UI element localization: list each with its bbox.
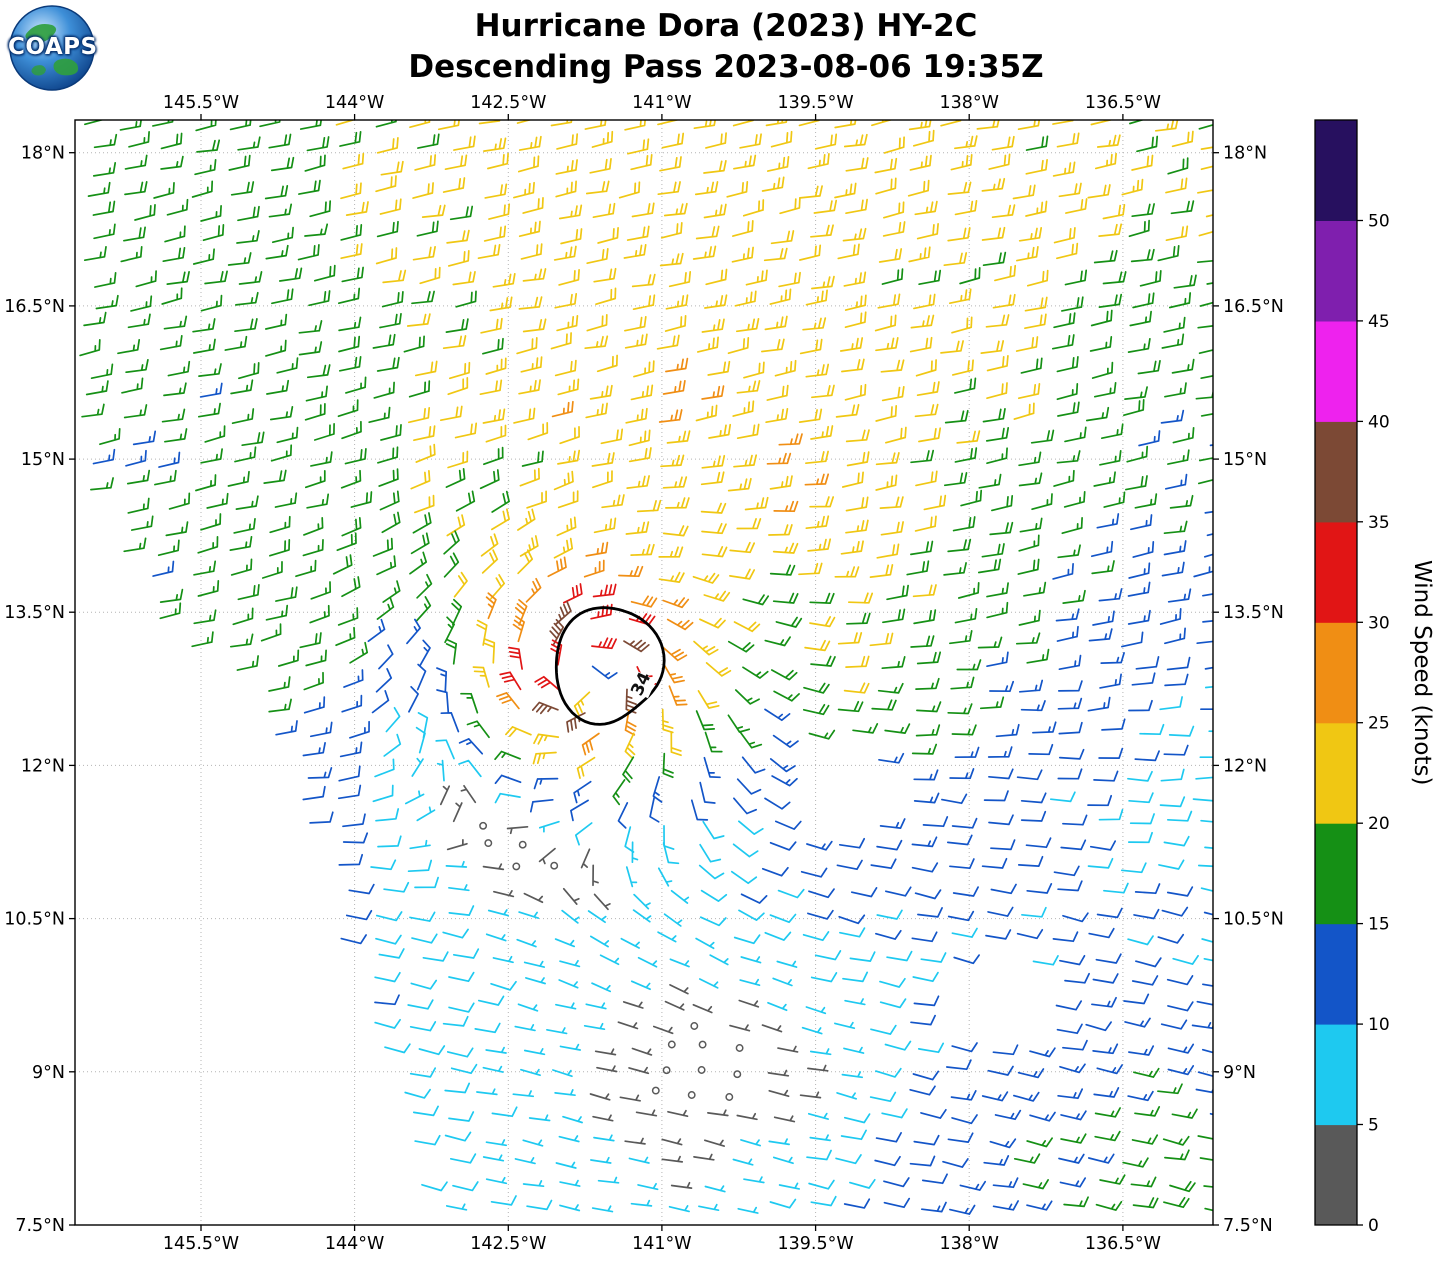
colorbar-label: Wind Speed (knots)	[1409, 559, 1435, 786]
colorbar-tick-label: 15	[1368, 915, 1390, 935]
y-tick-label-right: 7.5°N	[1223, 1216, 1273, 1236]
x-tick-label-bottom: 139.5°W	[778, 1234, 854, 1254]
y-tick-label-left: 15°N	[21, 450, 65, 470]
storm-34kt-contour: 34	[554, 606, 666, 726]
y-tick-label-right: 12°N	[1223, 756, 1267, 776]
colorbar-tick-label: 5	[1368, 1116, 1379, 1136]
x-tick-label-bottom: 142.5°W	[470, 1234, 546, 1254]
y-tick-label-right: 10.5°N	[1223, 910, 1284, 930]
x-tick-label-top: 138°W	[939, 93, 998, 113]
y-tick-label-left: 12°N	[21, 756, 65, 776]
y-tick-label-right: 9°N	[1223, 1063, 1256, 1083]
x-tick-label-top: 145.5°W	[163, 93, 239, 113]
wind-barbs-layer	[79, 120, 1213, 1215]
colorbar-tick-label: 50	[1368, 212, 1390, 232]
x-tick-label-bottom: 138°W	[939, 1234, 998, 1254]
colorbar-tick-label: 30	[1368, 613, 1390, 633]
colorbar-tick-label: 0	[1368, 1216, 1379, 1236]
colorbar-tick-label: 25	[1368, 714, 1390, 734]
colorbar: 0 5 10 15 20 25 30 35 40 45 50	[1314, 119, 1390, 1236]
colorbar-tick-label: 40	[1368, 412, 1390, 432]
x-tick-label-top: 142.5°W	[470, 93, 546, 113]
y-tick-label-right: 18°N	[1223, 144, 1267, 164]
y-tick-label-left: 10.5°N	[4, 910, 65, 930]
chart-subtitle: Descending Pass 2023-08-06 19:35Z	[408, 48, 1044, 85]
contour-label-34: 34	[624, 669, 657, 699]
y-tick-label-left: 13.5°N	[4, 603, 65, 623]
y-tick-label-right: 16.5°N	[1223, 297, 1284, 317]
x-tick-label-top: 139.5°W	[778, 93, 854, 113]
x-tick-label-bottom: 141°W	[632, 1234, 691, 1254]
colorbar-tick-label: 35	[1368, 513, 1390, 533]
chart-title: Hurricane Dora (2023) HY-2C	[474, 8, 978, 44]
y-tick-label-left: 9°N	[32, 1063, 65, 1083]
x-tick-label-top: 144°W	[325, 93, 384, 113]
coaps-logo-text: COAPS	[8, 34, 98, 60]
x-tick-label-top: 136.5°W	[1085, 93, 1161, 113]
y-tick-label-left: 7.5°N	[15, 1216, 65, 1236]
y-tick-label-right: 15°N	[1223, 450, 1267, 470]
coaps-logo: COAPS	[8, 4, 98, 92]
y-tick-label-left: 16.5°N	[4, 297, 65, 317]
y-tick-label-left: 18°N	[21, 144, 65, 164]
chart-header: Hurricane Dora (2023) HY-2C Descending P…	[26, 6, 1426, 88]
globe-icon	[9, 5, 95, 91]
x-tick-label-bottom: 144°W	[325, 1234, 384, 1254]
x-tick-label-top: 141°W	[632, 93, 691, 113]
axis-ticks-and-labels: 145.5°W 145.5°W 144°W 144°W 142.5°W 142.5°W 14…	[4, 93, 1284, 1254]
x-tick-label-bottom: 145.5°W	[163, 1234, 239, 1254]
x-tick-label-bottom: 136.5°W	[1085, 1234, 1161, 1254]
colorbar-tick-label: 45	[1368, 312, 1390, 332]
y-tick-label-right: 13.5°N	[1223, 603, 1284, 623]
colorbar-tick-label: 10	[1368, 1015, 1390, 1035]
colorbar-tick-label: 20	[1368, 814, 1390, 834]
plot-frame	[74, 119, 1214, 1226]
